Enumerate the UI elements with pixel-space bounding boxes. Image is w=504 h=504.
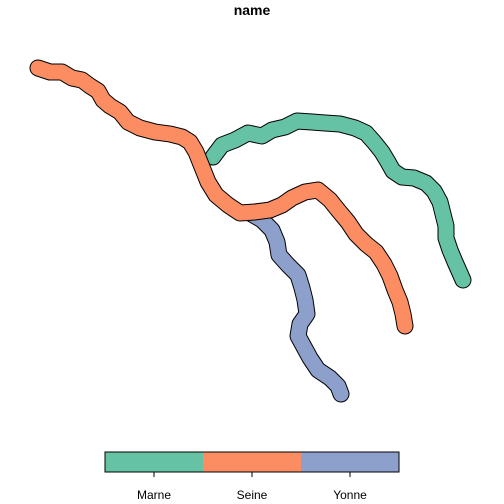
river-marne (204, 112, 472, 289)
legend-label-seine: Seine (237, 488, 268, 502)
legend-swatch-seine (203, 452, 301, 472)
rivers-layer (29, 59, 472, 403)
legend-label-yonne: Yonne (333, 488, 367, 502)
river-yonne (241, 204, 350, 403)
river-seine (29, 59, 414, 335)
legend-label-marne: Marne (137, 488, 171, 502)
color-legend: Marne Seine Yonne (104, 451, 400, 502)
map-title: name (233, 2, 271, 18)
legend-swatch-yonne (301, 452, 399, 472)
legend-swatch-marne (105, 452, 203, 472)
